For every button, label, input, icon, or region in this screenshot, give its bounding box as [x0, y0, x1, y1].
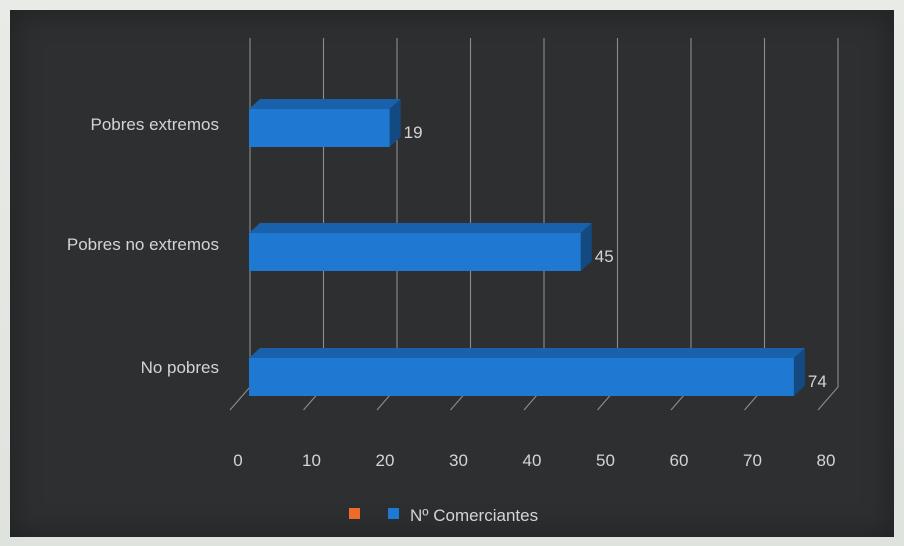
floor-slant-0 [229, 386, 251, 411]
bar-no-pobres [249, 348, 805, 396]
legend: Nº Comerciantes [349, 506, 538, 525]
bar-top-face [249, 99, 401, 109]
value-label-74: 74 [808, 372, 827, 391]
bar-pobres-no-extremos [249, 223, 592, 271]
x-tick-label-60: 60 [670, 451, 689, 470]
x-tick-label-50: 50 [596, 451, 615, 470]
x-tick-label-10: 10 [302, 451, 321, 470]
legend-swatch-blue [388, 508, 399, 519]
legend-swatch-orange [349, 508, 360, 519]
bar-pobres-extremos [249, 99, 401, 147]
legend-label-nro-comerciantes: Nº Comerciantes [410, 506, 538, 525]
bar-end-face [580, 223, 592, 271]
bar-front-face [249, 358, 794, 396]
x-tick-label-40: 40 [523, 451, 542, 470]
bars [249, 99, 805, 396]
x-tick-label-20: 20 [376, 451, 395, 470]
bar-front-face [249, 109, 390, 147]
value-label-45: 45 [595, 247, 614, 266]
value-labels: 19 45 74 [404, 123, 827, 391]
x-tick-label-30: 30 [449, 451, 468, 470]
category-label-no-pobres: No pobres [141, 358, 219, 377]
floor-slant-80 [817, 386, 839, 411]
bar-end-face [389, 99, 401, 147]
category-label-pobres-no-extremos: Pobres no extremos [67, 235, 219, 254]
x-tick-label-80: 80 [817, 451, 836, 470]
x-axis-tick-labels: 0 10 20 30 40 50 60 70 80 [233, 451, 835, 470]
bar-front-face [249, 233, 581, 271]
x-tick-label-0: 0 [233, 451, 242, 470]
bar-end-face [793, 348, 805, 396]
category-labels: Pobres extremos Pobres no extremos No po… [67, 115, 219, 377]
category-label-pobres-extremos: Pobres extremos [91, 115, 220, 134]
chart-panel [10, 10, 894, 537]
x-tick-label-70: 70 [743, 451, 762, 470]
gridlines [249, 38, 839, 387]
value-label-19: 19 [404, 123, 423, 142]
bar-top-face [249, 348, 805, 358]
bar-top-face [249, 223, 592, 233]
